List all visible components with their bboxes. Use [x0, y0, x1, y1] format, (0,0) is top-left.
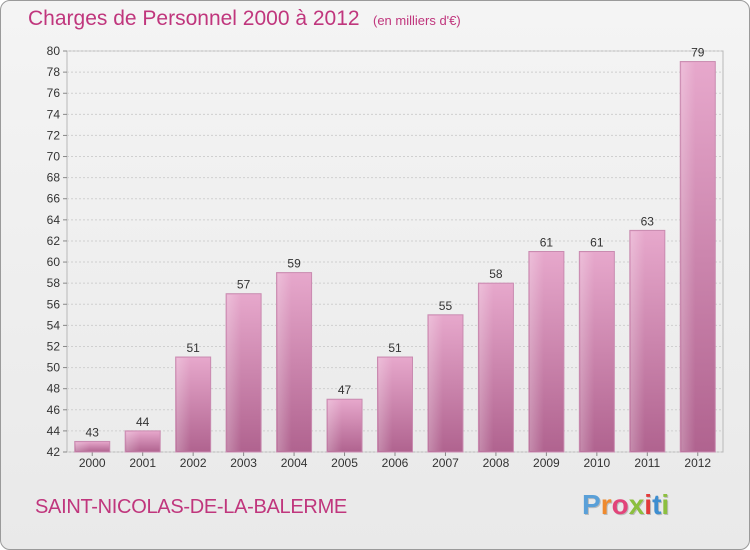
y-tick-label: 64	[47, 213, 61, 227]
y-tick-label: 52	[47, 339, 61, 353]
y-tick-label: 68	[47, 171, 61, 185]
logo-letter: o	[611, 489, 629, 520]
x-tick-label: 2011	[634, 456, 660, 470]
bar-highlight	[479, 284, 494, 451]
chart-subtitle: (en milliers d'€)	[373, 13, 461, 28]
logo-letter: P	[582, 489, 601, 520]
data-label-2012: 79	[691, 46, 705, 60]
logo-letter: t	[652, 489, 662, 520]
bar-highlight	[681, 62, 696, 451]
logo-letter: i	[644, 489, 653, 520]
data-label-2006: 51	[388, 341, 402, 355]
y-tick-label: 50	[47, 361, 61, 375]
y-tick-label: 44	[47, 424, 61, 438]
x-tick-label: 2003	[230, 456, 257, 470]
y-tick-label: 42	[47, 445, 61, 459]
data-label-2001: 44	[136, 415, 150, 429]
x-tick-label: 2002	[180, 456, 207, 470]
x-tick-label: 2001	[129, 456, 156, 470]
x-tick-label: 2004	[281, 456, 308, 470]
data-label-2011: 63	[641, 214, 655, 228]
y-tick-label: 74	[47, 107, 61, 121]
x-tick-label: 2006	[382, 456, 409, 470]
bar-highlight	[428, 315, 443, 451]
bar-highlight	[75, 442, 90, 451]
x-tick-label: 2008	[483, 456, 510, 470]
y-tick-label: 80	[47, 44, 61, 58]
bar-highlight	[176, 358, 191, 451]
data-label-2008: 58	[489, 267, 503, 281]
data-label-2002: 51	[186, 341, 200, 355]
x-tick-label: 2010	[583, 456, 610, 470]
bar-highlight	[580, 252, 595, 451]
y-tick-label: 56	[47, 297, 61, 311]
y-tick-label: 46	[47, 403, 61, 417]
logo-letter: i	[661, 489, 670, 520]
data-label-2007: 55	[439, 299, 453, 313]
commune-name: SAINT-NICOLAS-DE-LA-BALERME	[35, 496, 347, 518]
y-tick-label: 54	[47, 318, 61, 332]
x-tick-label: 2012	[684, 456, 711, 470]
y-tick-label: 78	[47, 65, 61, 79]
logo-letter: x	[628, 489, 645, 520]
bar-highlight	[529, 252, 544, 451]
data-label-2005: 47	[338, 383, 352, 397]
bar-2000	[74, 440, 111, 453]
chart-title: Charges de Personnel 2000 à 2012	[28, 7, 360, 30]
x-tick-label: 2000	[79, 456, 106, 470]
y-tick-label: 62	[47, 234, 61, 248]
x-tick-label: 2005	[331, 456, 358, 470]
proxiti-logo: Proxiti	[582, 489, 669, 521]
data-label-2000: 43	[86, 425, 100, 439]
y-tick-label: 66	[47, 192, 61, 206]
data-label-2004: 59	[287, 257, 301, 271]
data-label-2009: 61	[540, 236, 554, 250]
y-tick-label: 72	[47, 128, 61, 142]
y-tick-label: 70	[47, 150, 61, 164]
data-label-2010: 61	[590, 236, 604, 250]
y-tick-label: 48	[47, 382, 61, 396]
bar-highlight	[126, 431, 141, 451]
bar-highlight	[378, 358, 393, 451]
y-tick-label: 76	[47, 86, 61, 100]
x-tick-label: 2009	[533, 456, 560, 470]
data-label-2003: 57	[237, 278, 251, 292]
bar-highlight	[328, 400, 343, 451]
bar-highlight	[277, 273, 292, 451]
bar-highlight	[227, 294, 242, 451]
y-tick-label: 58	[47, 276, 61, 290]
x-tick-label: 2007	[432, 456, 459, 470]
y-tick-label: 60	[47, 255, 61, 269]
bar-highlight	[630, 231, 645, 451]
logo-letter: r	[600, 489, 612, 520]
